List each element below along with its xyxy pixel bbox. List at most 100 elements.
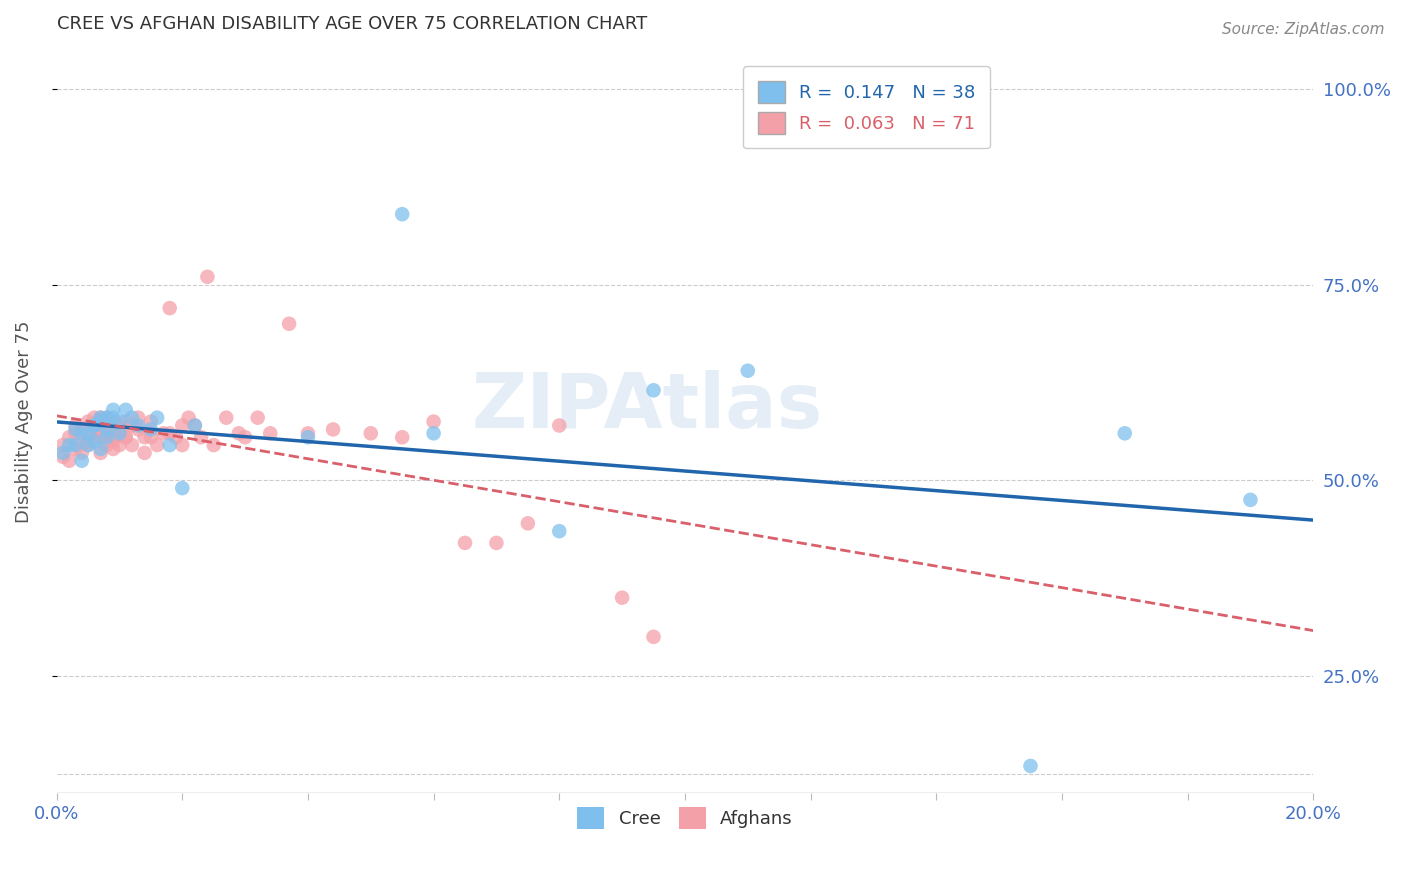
Point	[1019, 759, 1042, 773]
Point	[516, 516, 538, 531]
Point	[101, 410, 124, 425]
Point	[114, 415, 136, 429]
Point	[228, 426, 250, 441]
Point	[152, 426, 174, 441]
Point	[391, 430, 413, 444]
Point	[52, 438, 75, 452]
Point	[77, 438, 100, 452]
Point	[90, 446, 112, 460]
Point	[101, 415, 124, 429]
Point	[548, 418, 571, 433]
Point	[90, 410, 112, 425]
Point	[297, 426, 319, 441]
Point	[1114, 426, 1136, 441]
Point	[177, 410, 200, 425]
Point	[96, 418, 118, 433]
Point	[114, 430, 136, 444]
Point	[52, 446, 75, 460]
Point	[422, 426, 444, 441]
Point	[127, 418, 149, 433]
Point	[139, 422, 162, 436]
Point	[184, 418, 207, 433]
Point	[96, 430, 118, 444]
Point	[70, 434, 93, 449]
Point	[127, 410, 149, 425]
Point	[159, 438, 181, 452]
Point	[108, 415, 131, 429]
Point	[159, 301, 181, 315]
Point	[70, 422, 93, 436]
Point	[70, 446, 93, 460]
Point	[90, 442, 112, 456]
Point	[65, 418, 87, 433]
Point	[127, 422, 149, 436]
Point	[146, 438, 169, 452]
Point	[172, 418, 194, 433]
Point	[96, 426, 118, 441]
Point	[77, 426, 100, 441]
Point	[114, 430, 136, 444]
Point	[52, 450, 75, 464]
Point	[58, 454, 80, 468]
Point	[215, 410, 238, 425]
Point	[77, 434, 100, 449]
Point	[278, 317, 301, 331]
Point	[108, 426, 131, 441]
Point	[83, 430, 105, 444]
Point	[172, 481, 194, 495]
Point	[737, 364, 759, 378]
Point	[101, 434, 124, 449]
Point	[65, 426, 87, 441]
Point	[101, 442, 124, 456]
Point	[134, 446, 156, 460]
Point	[114, 402, 136, 417]
Point	[83, 434, 105, 449]
Point	[108, 438, 131, 452]
Point	[1239, 492, 1261, 507]
Point	[454, 536, 477, 550]
Text: ZIPAtlas: ZIPAtlas	[471, 369, 823, 443]
Point	[65, 438, 87, 452]
Point	[121, 418, 143, 433]
Point	[83, 418, 105, 433]
Point	[610, 591, 633, 605]
Point	[58, 438, 80, 452]
Point	[165, 430, 187, 444]
Point	[422, 415, 444, 429]
Point	[96, 422, 118, 436]
Point	[259, 426, 281, 441]
Point	[70, 426, 93, 441]
Point	[77, 415, 100, 429]
Point	[77, 438, 100, 452]
Point	[246, 410, 269, 425]
Point	[90, 415, 112, 429]
Point	[159, 426, 181, 441]
Point	[172, 438, 194, 452]
Point	[83, 426, 105, 441]
Point	[391, 207, 413, 221]
Point	[121, 410, 143, 425]
Point	[83, 410, 105, 425]
Legend: Cree, Afghans: Cree, Afghans	[569, 800, 800, 837]
Point	[190, 430, 212, 444]
Point	[96, 410, 118, 425]
Point	[70, 454, 93, 468]
Point	[146, 410, 169, 425]
Point	[202, 438, 225, 452]
Point	[58, 430, 80, 444]
Point	[322, 422, 344, 436]
Point	[65, 442, 87, 456]
Point	[643, 384, 665, 398]
Y-axis label: Disability Age Over 75: Disability Age Over 75	[15, 320, 32, 523]
Point	[139, 415, 162, 429]
Text: CREE VS AFGHAN DISABILITY AGE OVER 75 CORRELATION CHART: CREE VS AFGHAN DISABILITY AGE OVER 75 CO…	[56, 15, 647, 33]
Point	[139, 430, 162, 444]
Point	[360, 426, 382, 441]
Point	[297, 430, 319, 444]
Point	[108, 418, 131, 433]
Point	[121, 438, 143, 452]
Point	[65, 422, 87, 436]
Point	[96, 410, 118, 425]
Point	[134, 430, 156, 444]
Point	[184, 418, 207, 433]
